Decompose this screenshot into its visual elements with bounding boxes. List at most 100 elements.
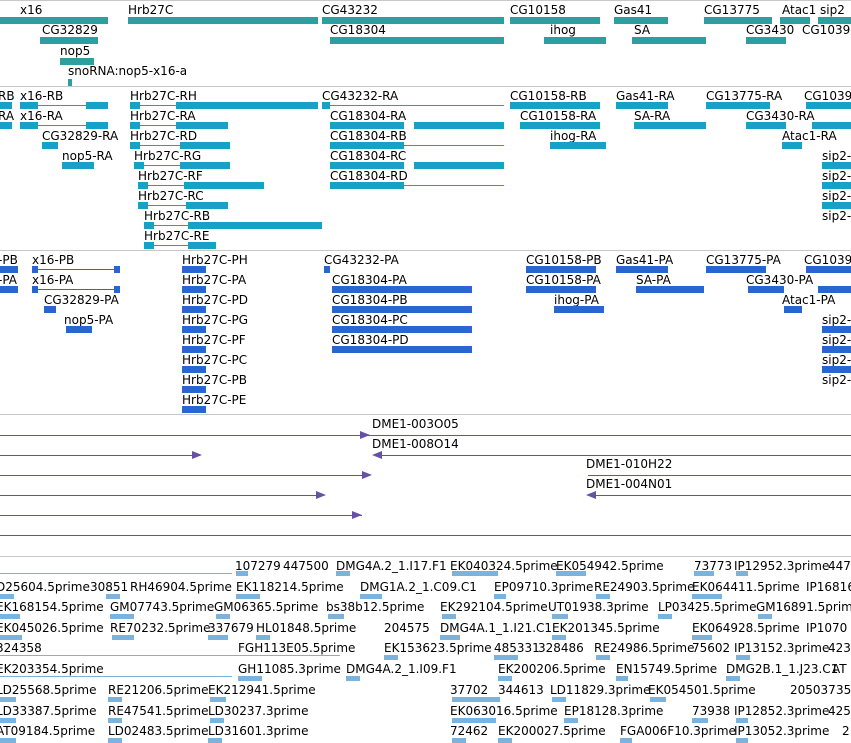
protein-x16-pb-exon2[interactable] — [114, 266, 120, 273]
transcript-x16-ra-label[interactable]: x16-RA — [20, 109, 63, 123]
est-bar[interactable] — [736, 571, 748, 576]
transcript-sip2-bar-4[interactable] — [822, 202, 851, 209]
transcript-atac1-ra-bar[interactable] — [782, 142, 802, 149]
protein-x16-pb-exon[interactable] — [32, 266, 38, 273]
clone-dme1-010h22-line[interactable] — [588, 475, 851, 476]
est-label[interactable]: FGA006F10.3prime — [620, 724, 736, 738]
est-bar[interactable] — [736, 738, 748, 743]
transcript-cg10158-ra-bar[interactable] — [520, 122, 600, 129]
protein-cg10158-pa-label[interactable]: CG10158-PA — [526, 273, 601, 287]
est-label[interactable]: UT01938.3prime — [548, 600, 649, 614]
protein-hrb27c-pd-bar[interactable] — [182, 306, 206, 313]
est-bar[interactable] — [0, 594, 14, 599]
est-label[interactable]: DMG4A.2_1.I17.F1 — [336, 559, 447, 573]
est-label[interactable]: RE24903.5prime — [594, 580, 695, 594]
transcript-atac1-ra-label[interactable]: Atac1-RA — [782, 129, 837, 143]
transcript-cg32829-ra-label[interactable]: CG32829-RA — [42, 129, 119, 143]
transcript-hrb27c-rd-label[interactable]: Hrb27C-RD — [130, 129, 198, 143]
est-label[interactable]: EK054501.5prime — [648, 683, 756, 697]
protein-edge-pa-bar[interactable] — [0, 286, 18, 293]
protein-x16-pb-label[interactable]: x16-PB — [32, 253, 75, 267]
gene-ihog-label[interactable]: ihog — [550, 23, 576, 37]
est-label[interactable]: EN15749.5prime — [616, 662, 718, 676]
est-bar[interactable] — [384, 655, 398, 660]
protein-cg3430-pa-bar[interactable] — [748, 286, 784, 293]
est-label[interactable]: EK200206.5prime — [498, 662, 606, 676]
est-bar[interactable] — [596, 655, 610, 660]
clone-left-2-line[interactable] — [0, 475, 370, 476]
est-label[interactable]: 35569 — [836, 683, 851, 697]
est-label[interactable]: EK201345.5prime — [552, 621, 660, 635]
est-bar[interactable] — [452, 571, 498, 576]
gene-sip2-label[interactable]: sip2 — [820, 3, 845, 17]
transcript-sip2-label-2[interactable]: sip2- — [822, 169, 851, 183]
est-bar[interactable] — [556, 571, 586, 576]
gene-cg3430-label[interactable]: CG3430 — [746, 23, 795, 37]
protein-cg10158-pa-bar[interactable] — [526, 286, 596, 293]
est-bar[interactable] — [208, 635, 228, 640]
est-label[interactable]: LD11829.3prime — [550, 683, 651, 697]
est-label[interactable]: EK153623.5prime — [384, 641, 492, 655]
gene-cg1039-label[interactable]: CG1039 — [802, 23, 851, 37]
est-bar[interactable] — [238, 676, 262, 681]
est-label[interactable]: 447500 — [283, 559, 329, 573]
est-label[interactable]: RE21206.5prime — [108, 683, 209, 697]
est-bar[interactable] — [650, 697, 666, 702]
est-label[interactable]: EK168154.5prime — [0, 600, 104, 614]
clone-dme1-003o05-line[interactable] — [0, 435, 851, 436]
protein-cg32829-pa-label[interactable]: CG32829-PA — [44, 293, 119, 307]
est-label[interactable]: EK064411.5prime — [692, 580, 800, 594]
transcript-cg18304-rd-exon[interactable] — [330, 182, 404, 189]
protein-hrb27c-pb-label[interactable]: Hrb27C-PB — [182, 373, 248, 387]
est-label[interactable]: D25604.5prime — [0, 580, 90, 594]
est-label[interactable]: EK064928.5prime — [692, 621, 800, 635]
est-bar[interactable] — [208, 738, 222, 743]
protein-cg18304-pb-bar[interactable] — [332, 306, 472, 313]
protein-gas41-pa-bar[interactable] — [616, 266, 668, 273]
transcript-cg18304-ra-exon2[interactable] — [414, 122, 504, 129]
protein-ihog-pa-bar[interactable] — [554, 306, 604, 313]
gene-snorna-label[interactable]: snoRNA:nop5-x16-a — [68, 64, 188, 78]
est-label[interactable]: EK040324.5prime — [450, 559, 558, 573]
protein-cg18304-pd-bar[interactable] — [332, 346, 472, 353]
transcript-cg10158-ra-label[interactable]: CG10158-RA — [520, 109, 597, 123]
protein-hrb27c-ph-bar[interactable] — [182, 266, 206, 273]
est-label[interactable]: RE70232.5prime — [110, 621, 211, 635]
protein-hrb27c-pe-bar[interactable] — [182, 406, 206, 413]
clone-dme1-010h22-label[interactable]: DME1-010H22 — [586, 457, 673, 471]
clone-left-4-line[interactable] — [0, 515, 362, 516]
gene-nop5-label[interactable]: nop5 — [60, 44, 91, 58]
transcript-gas41-ra-label[interactable]: Gas41-RA — [616, 89, 675, 103]
transcript-x16-ra-exon2[interactable] — [86, 122, 108, 129]
gene-ihog-bar[interactable] — [544, 37, 606, 44]
transcript-ihog-ra-bar[interactable] — [550, 142, 606, 149]
transcript-cg18304-rb-exon[interactable] — [330, 142, 404, 149]
transcript-x16-rb-label[interactable]: x16-RB — [20, 89, 64, 103]
protein-cg13775-pa-label[interactable]: CG13775-PA — [706, 253, 781, 267]
transcript-cg10158-rb-bar[interactable] — [510, 102, 600, 109]
est-label[interactable]: 2 — [842, 724, 850, 738]
transcript-sip2-label-3[interactable]: sip2- — [822, 189, 851, 203]
est-bar[interactable] — [236, 594, 260, 599]
est-bar[interactable] — [596, 594, 610, 599]
transcript-edge-rb-label[interactable]: RB — [0, 89, 15, 103]
est-label[interactable]: 425 — [828, 704, 851, 718]
est-label[interactable]: DMG4A.1_1.I21.C1 — [440, 621, 553, 635]
est-bar[interactable] — [452, 738, 466, 743]
est-bar[interactable] — [694, 571, 714, 576]
est-label[interactable]: RE24986.5prime — [594, 641, 695, 655]
transcript-cg18304-rb-label[interactable]: CG18304-RB — [330, 129, 407, 143]
est-label[interactable]: 485331 — [494, 641, 540, 655]
transcript-hrb27c-rc-label[interactable]: Hrb27C-RC — [138, 189, 204, 203]
est-bar[interactable] — [106, 594, 120, 599]
protein-edge-pa-label[interactable]: -PA — [0, 273, 18, 287]
gene-cg13775-label[interactable]: CG13775 — [704, 3, 760, 17]
est-label[interactable]: 75602 — [692, 641, 731, 655]
protein-sip2-bar-2[interactable] — [822, 326, 851, 333]
est-bar[interactable] — [108, 718, 122, 723]
est-label[interactable]: 328486 — [538, 641, 584, 655]
est-label[interactable]: AT09184.5prime — [0, 724, 96, 738]
gene-snorna-bar[interactable] — [68, 79, 72, 86]
transcript-hrb27c-rh-exon[interactable] — [130, 102, 140, 109]
gene-sa-label[interactable]: SA — [634, 23, 651, 37]
